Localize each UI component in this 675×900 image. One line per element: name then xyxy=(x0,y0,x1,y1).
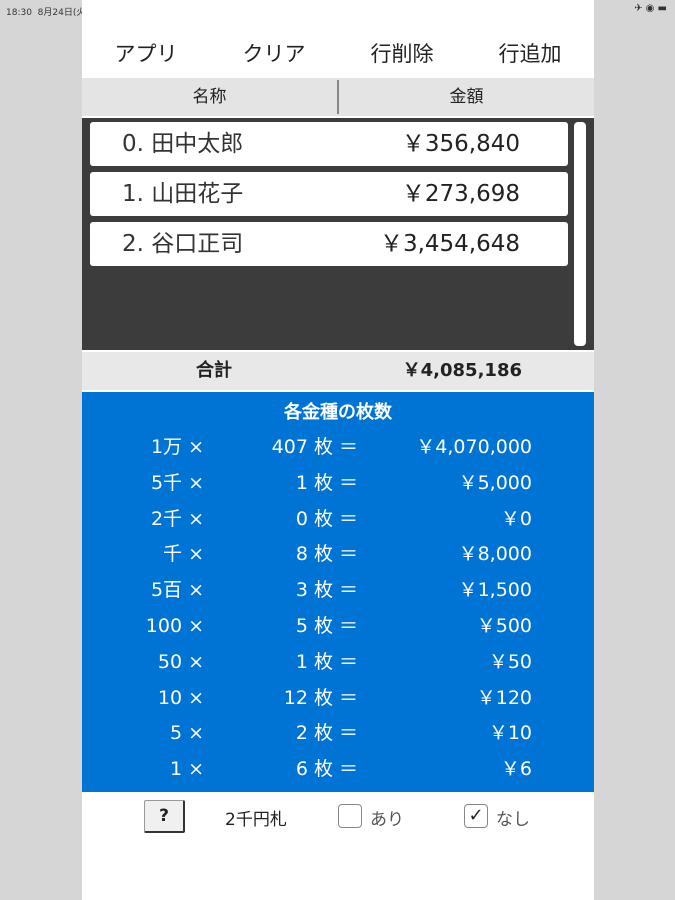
count: 8 枚 ＝ xyxy=(295,543,358,566)
list-item[interactable]: 2. 谷口正司 ￥3,454,648 xyxy=(90,222,568,266)
status-time: 18:30 8月24日(火) xyxy=(6,5,89,18)
denomination-row: 1 × 6 枚 ＝ ￥6 xyxy=(82,752,594,788)
subtotal: ￥120 xyxy=(476,686,532,709)
column-divider xyxy=(337,80,339,114)
subtotal: ￥6 xyxy=(500,758,532,781)
delete-row-button[interactable]: 行削除 xyxy=(370,42,434,66)
denomination: 5 × xyxy=(169,722,204,745)
scrollbar[interactable] xyxy=(574,122,586,346)
no-checkbox[interactable]: ✓ xyxy=(464,804,488,828)
denomination: 2千 × xyxy=(150,507,204,530)
name-column-header[interactable]: 名称 xyxy=(192,87,227,107)
denomination-row: 2千 × 0 枚 ＝ ￥0 xyxy=(82,502,594,538)
count: 1 枚 ＝ xyxy=(295,650,358,673)
denomination: 千 × xyxy=(163,543,204,566)
denomination: 1万 × xyxy=(150,436,204,458)
count: 3 枚 ＝ xyxy=(295,579,358,602)
item-name: 0. 田中太郎 xyxy=(122,131,244,157)
status-bar: 18:30 8月24日(火) ✈ ◉ ▬ xyxy=(0,0,675,20)
count: 0 枚 ＝ xyxy=(295,507,358,530)
app-panel: アプリ クリア 行削除 行追加 名称 金額 0. 田中太郎 ￥356,840 1.… xyxy=(82,0,594,900)
subtotal: ￥8,000 xyxy=(458,543,532,566)
denomination-row: 10 × 12 枚 ＝ ￥120 xyxy=(82,681,594,717)
item-amount: ￥356,840 xyxy=(401,131,520,157)
app-button[interactable]: アプリ xyxy=(114,42,178,66)
subtotal: ￥0 xyxy=(500,507,532,530)
clear-button[interactable]: クリア xyxy=(242,42,306,66)
yes-checkbox[interactable] xyxy=(338,804,362,828)
no-label: なし xyxy=(496,810,530,830)
item-amount: ￥273,698 xyxy=(401,181,520,207)
list-header: 名称 金額 xyxy=(82,78,594,116)
toolbar: アプリ クリア 行削除 行追加 xyxy=(82,34,594,74)
subtotal: ￥1,500 xyxy=(458,579,532,602)
bottom-bar: ? 2千円札 あり ✓ なし xyxy=(82,800,594,834)
subtotal: ￥10 xyxy=(488,722,532,745)
add-row-button[interactable]: 行追加 xyxy=(498,42,562,66)
total-label: 合計 xyxy=(196,360,232,381)
denomination: 50 × xyxy=(157,650,204,673)
denomination: 10 × xyxy=(157,686,204,709)
denomination-row: 50 × 1 枚 ＝ ￥50 xyxy=(82,645,594,681)
item-amount: ￥3,454,648 xyxy=(379,231,520,257)
subtotal: ￥50 xyxy=(488,650,532,673)
subtotal: ￥500 xyxy=(476,614,532,637)
status-icons: ✈ ◉ ▬ xyxy=(634,3,667,14)
total-row: 合計 ￥4,085,186 xyxy=(82,352,594,390)
total-value: ￥4,085,186 xyxy=(402,360,522,381)
denomination: 100 × xyxy=(145,614,204,637)
denomination-row: 5 × 2 枚 ＝ ￥10 xyxy=(82,716,594,752)
denomination-panel: 各金種の枚数 1万 × 407 枚 ＝ ￥4,070,000 5千 × 1 枚 ＝ ￥5,… xyxy=(82,392,594,792)
denomination: 5千 × xyxy=(150,471,204,494)
list-item[interactable]: 1. 山田花子 ￥273,698 xyxy=(90,172,568,216)
count: 1 枚 ＝ xyxy=(295,471,358,494)
subtotal: ￥5,000 xyxy=(458,471,532,494)
entry-list: 0. 田中太郎 ￥356,840 1. 山田花子 ￥273,698 2. 谷口正司 ￥… xyxy=(82,118,594,350)
count: 12 枚 ＝ xyxy=(283,686,358,709)
denomination-row: 5千 × 1 枚 ＝ ￥5,000 xyxy=(82,466,594,502)
denomination-row: 5百 × 3 枚 ＝ ￥1,500 xyxy=(82,573,594,609)
count: 407 枚 ＝ xyxy=(271,436,358,458)
denomination-row: 100 × 5 枚 ＝ ￥500 xyxy=(82,609,594,645)
item-name: 1. 山田花子 xyxy=(122,181,244,207)
2000-yen-label: 2千円札 xyxy=(225,810,287,830)
denomination-row: 千 × 8 枚 ＝ ￥8,000 xyxy=(82,537,594,573)
yes-label: あり xyxy=(370,810,404,830)
help-button[interactable]: ? xyxy=(144,800,185,833)
date: 8月24日(火) xyxy=(37,8,89,18)
count: 5 枚 ＝ xyxy=(295,614,358,637)
denomination: 1 × xyxy=(169,758,204,781)
item-name: 2. 谷口正司 xyxy=(122,231,244,257)
count: 6 枚 ＝ xyxy=(295,758,358,781)
denomination: 5百 × xyxy=(150,579,204,602)
amount-column-header[interactable]: 金額 xyxy=(449,87,484,107)
count: 2 枚 ＝ xyxy=(295,722,358,745)
time: 18:30 xyxy=(6,8,32,18)
list-item[interactable]: 0. 田中太郎 ￥356,840 xyxy=(90,122,568,166)
subtotal: ￥4,070,000 xyxy=(416,436,532,458)
check-icon: ✓ xyxy=(468,805,484,826)
denomination-title: 各金種の枚数 xyxy=(284,402,392,423)
denomination-row: 1万 × 407 枚 ＝ ￥4,070,000 xyxy=(82,430,594,466)
